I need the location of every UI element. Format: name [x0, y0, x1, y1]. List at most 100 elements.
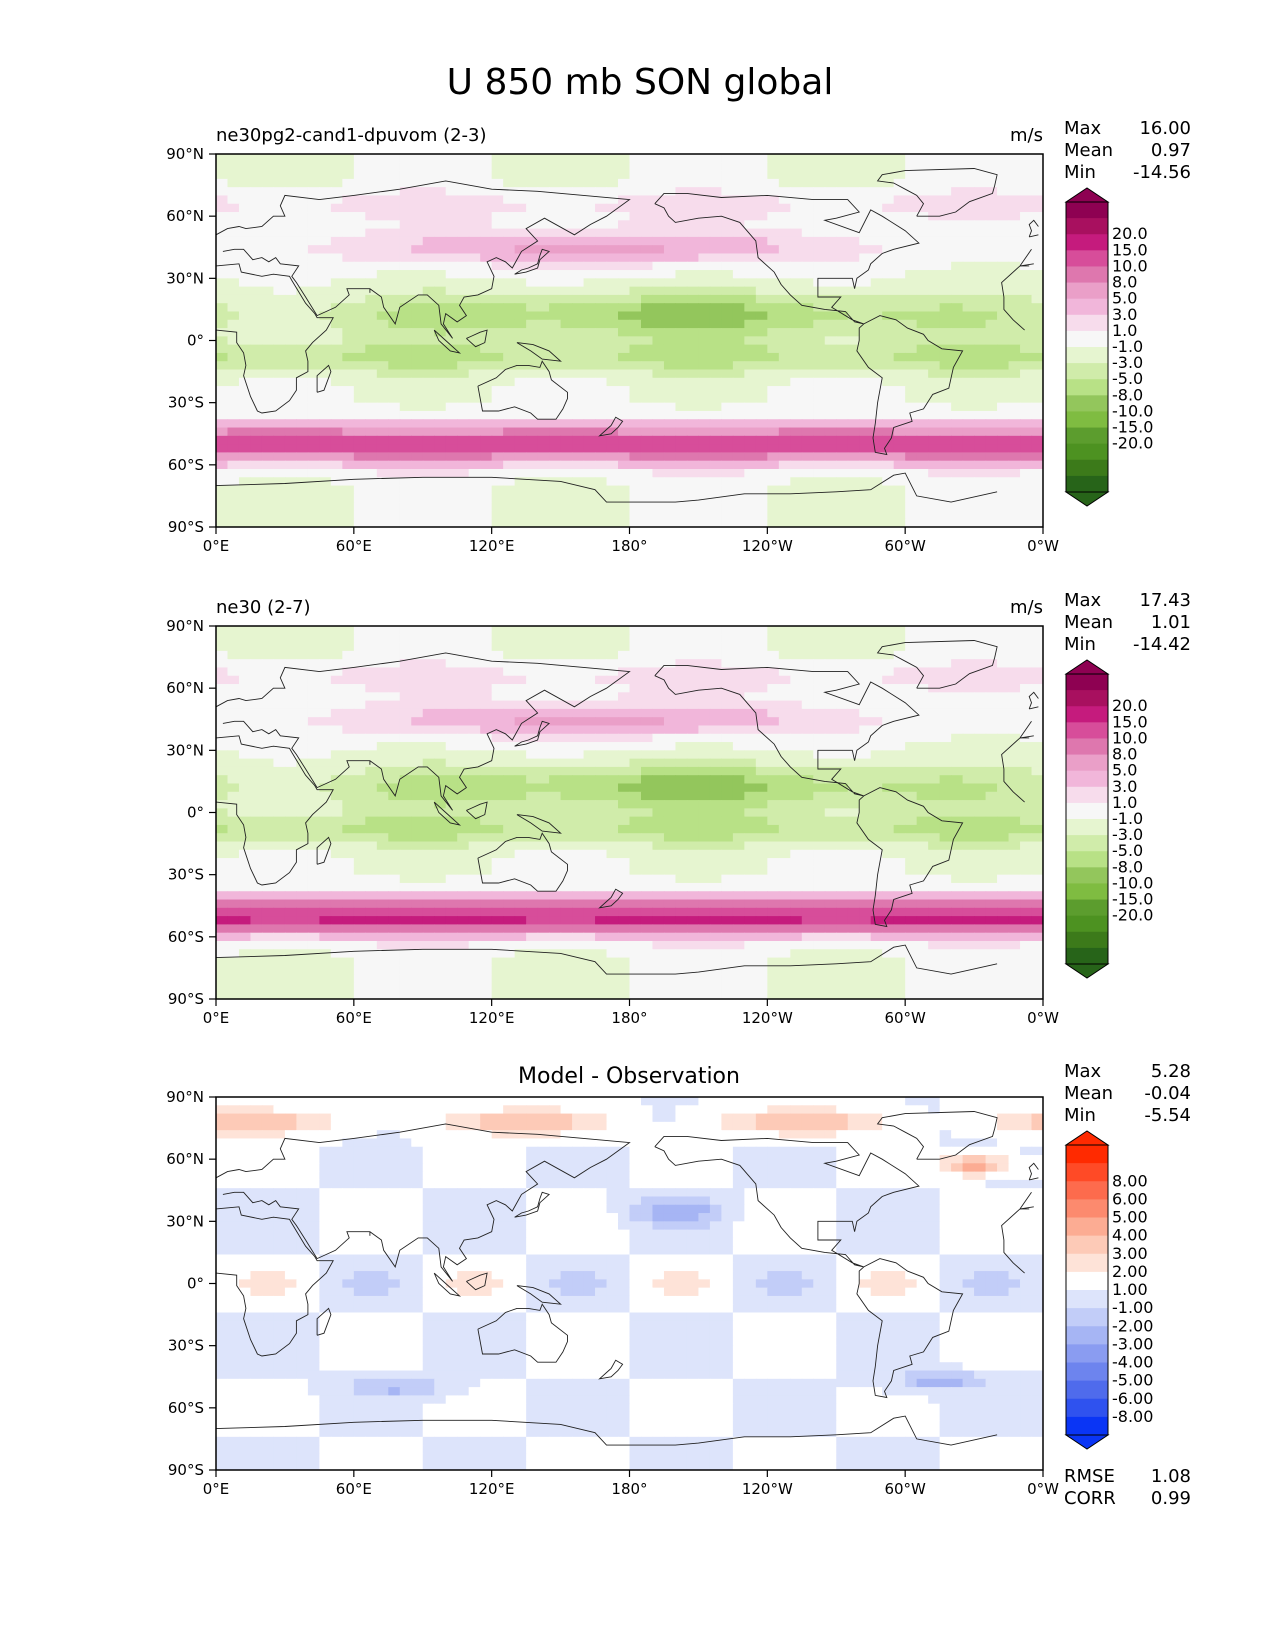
- field-cell: [549, 468, 562, 478]
- field-cell: [319, 742, 332, 751]
- field-cell: [468, 733, 481, 743]
- field-cell: [652, 733, 665, 743]
- field-cell: [595, 427, 608, 437]
- field-cell: [916, 377, 929, 387]
- field-cell: [434, 203, 447, 213]
- field-cell: [353, 286, 366, 296]
- field-cell: [1020, 510, 1033, 520]
- field-cell: [618, 791, 631, 801]
- field-cell: [296, 220, 309, 230]
- field-cell: [261, 518, 275, 527]
- field-cell: [663, 750, 677, 760]
- field-cell: [985, 427, 998, 437]
- field-cell: [893, 195, 906, 205]
- field-cell: [709, 659, 722, 669]
- field-cell: [365, 303, 378, 313]
- field-cell: [905, 800, 918, 809]
- field-cell: [744, 477, 757, 487]
- field-cell: [824, 725, 837, 735]
- field-cell: [801, 195, 814, 205]
- field-cell: [778, 518, 791, 527]
- field-cell: [732, 758, 745, 768]
- field-cell: [491, 684, 504, 693]
- field-cell: [663, 650, 677, 660]
- field-cell: [307, 328, 320, 337]
- field-cell: [388, 377, 401, 387]
- field-cell: [778, 328, 791, 337]
- field-cell: [261, 758, 275, 768]
- field-cell: [468, 228, 481, 238]
- field-cell: [606, 410, 619, 420]
- field-cell: [549, 178, 562, 188]
- field-cell: [629, 212, 642, 221]
- field-cell: [652, 344, 665, 354]
- field-cell: [905, 170, 918, 180]
- field-cell: [882, 775, 895, 785]
- field-cell: [365, 212, 378, 221]
- field-cell: [732, 162, 745, 172]
- field-cell: [503, 791, 516, 801]
- field-cell: [365, 684, 378, 693]
- field-cell: [824, 386, 837, 395]
- field-cell: [801, 361, 814, 371]
- field-cell: [1008, 336, 1021, 346]
- field-cell: [744, 245, 757, 255]
- field-cell: [813, 419, 826, 429]
- field-cell: [939, 435, 952, 445]
- field-cell: [537, 402, 550, 412]
- field-cell: [767, 344, 780, 354]
- field-cell: [985, 162, 998, 172]
- field-cell: [1031, 178, 1043, 188]
- field-cell: [411, 626, 424, 635]
- field-cell: [250, 766, 263, 776]
- field-cell: [583, 294, 596, 304]
- field-cell: [434, 352, 447, 362]
- field-cell: [629, 178, 642, 188]
- field-cell: [974, 642, 987, 652]
- field-cell: [962, 402, 975, 412]
- field-cell: [652, 212, 665, 221]
- field-cell: [721, 261, 734, 271]
- field-cell: [1020, 336, 1033, 346]
- field-cell: [813, 253, 826, 263]
- field-cell: [376, 236, 389, 246]
- field-cell: [411, 783, 424, 793]
- coastline: [316, 364, 332, 393]
- field-cell: [238, 427, 252, 437]
- field-cell: [721, 212, 734, 221]
- field-cell: [457, 444, 470, 453]
- field-cell: [330, 791, 343, 801]
- field-cell: [457, 394, 470, 404]
- field-cell: [560, 783, 573, 793]
- field-cell: [353, 369, 366, 379]
- field-cell: [227, 319, 240, 329]
- field-cell: [606, 684, 619, 693]
- field-cell: [261, 791, 275, 801]
- field-cell: [721, 692, 734, 702]
- field-cell: [721, 170, 734, 180]
- field-cell: [445, 708, 458, 718]
- field-cell: [296, 468, 309, 478]
- field-cell: [905, 700, 918, 710]
- field-cell: [663, 717, 677, 727]
- field-cell: [1031, 808, 1043, 818]
- field-cell: [503, 228, 516, 238]
- field-cell: [307, 502, 320, 512]
- field-cell: [216, 675, 229, 685]
- field-cell: [709, 203, 722, 213]
- field-cell: [640, 700, 654, 710]
- field-cell: [399, 328, 412, 337]
- field-cell: [572, 203, 585, 213]
- field-cell: [216, 427, 229, 437]
- field-cell: [618, 328, 631, 337]
- field-cell: [640, 303, 654, 313]
- field-cell: [388, 286, 401, 296]
- field-cell: [216, 377, 229, 387]
- field-cell: [491, 485, 504, 495]
- field-cell: [399, 278, 412, 288]
- field-cell: [836, 303, 849, 313]
- field-cell: [273, 361, 286, 371]
- field-cell: [342, 336, 355, 346]
- field-cell: [698, 808, 711, 818]
- field-cell: [755, 369, 768, 379]
